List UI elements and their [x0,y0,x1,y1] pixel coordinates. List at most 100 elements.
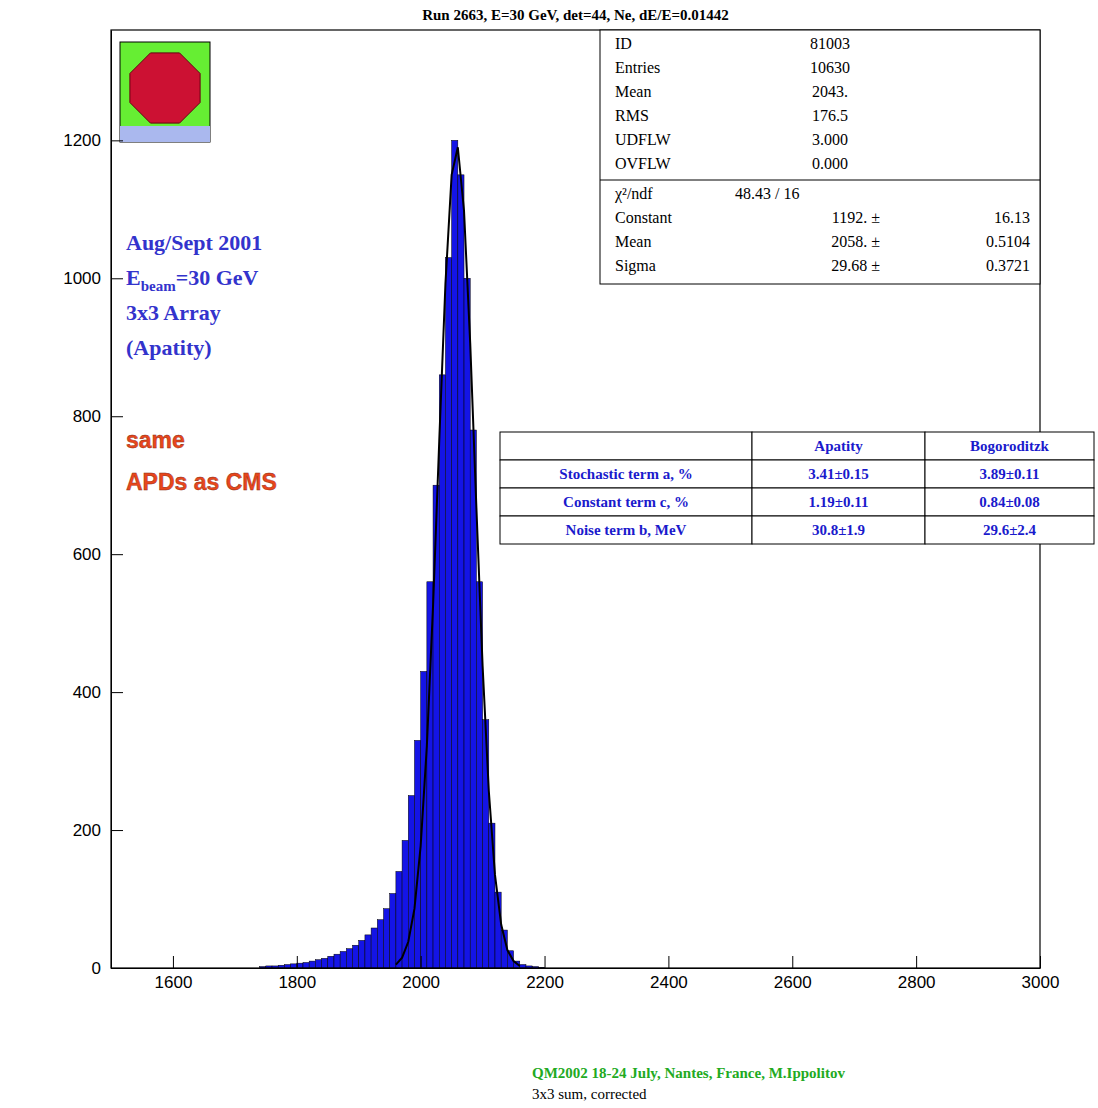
table-row-label: Constant term c, % [563,494,689,510]
table-cell [752,460,925,488]
stats-label: Constant [615,209,672,226]
histogram-bar [445,258,451,968]
y-tick-label: 200 [73,821,101,840]
y-tick-label: 800 [73,407,101,426]
histogram-bar [371,928,377,968]
table-cell [752,516,925,544]
annotation: (Apatity) [126,335,212,360]
x-tick-label: 1600 [155,973,193,992]
y-tick: 600 [73,545,123,564]
x-axis-line [112,968,1041,969]
y-tick-label: 600 [73,545,101,564]
result-table: ApatityBogoroditzkStochastic term a, %3.… [500,432,1094,544]
table-header: Bogoroditzk [970,438,1050,454]
x-tick-mark [173,956,174,968]
y-tick: 400 [73,683,123,702]
histogram-bar [334,954,340,968]
logo [120,42,210,142]
stats-label: RMS [615,107,649,124]
stats-label: Mean [615,83,651,100]
stats-value: 176.5 [812,107,848,124]
histogram-bar [464,278,470,968]
y-tick-mark [111,416,123,417]
annotation-text: Aug/Sept 2001 [126,230,262,255]
histogram-bar [396,871,402,968]
table-value: 0.84±0.08 [979,494,1040,510]
x-tick: 1800 [278,956,316,992]
stats-label: χ²/ndf [614,185,653,203]
table-cell [500,516,752,544]
table-value: 30.8±1.9 [812,522,865,538]
x-tick: 2400 [650,956,688,992]
x-tick: 2000 [402,956,440,992]
table-cell [500,488,752,516]
y-axis-line [111,31,112,969]
histogram-bar [328,956,334,968]
table-cell [925,488,1094,516]
table-cell [752,432,925,460]
x-tick-mark [1040,956,1041,968]
annotation: 3x3 Array [126,300,221,325]
histogram-bar [291,964,297,968]
table-value: 3.41±0.15 [808,466,869,482]
stats-label: Mean [615,233,651,250]
stats-value: 29.68 ± [831,257,880,274]
table-value: 1.19±0.11 [809,494,869,510]
stats-value: 0.000 [812,155,848,172]
table-cell [925,516,1094,544]
histogram-bar [384,909,390,968]
stats-value: 81003 [810,35,850,52]
x-tick: 2600 [774,956,812,992]
x-tick-mark [297,956,298,968]
stats-label: Entries [615,59,660,76]
stats-value: 48.43 / 16 [735,185,799,202]
histogram-bar [390,894,396,968]
stats-value: 2058. ± [831,233,880,250]
x-tick-label: 3000 [1022,973,1060,992]
y-tick-label: 1000 [63,269,101,288]
histogram-bar [353,945,359,968]
table-cell [752,488,925,516]
x-tick-label: 2600 [774,973,812,992]
annotation-sub: beam [141,278,177,294]
histogram-bar [439,375,445,968]
histogram-bar [458,175,464,968]
y-tick-mark [111,830,123,831]
stats-value: 10630 [810,59,850,76]
x-tick-label: 2000 [402,973,440,992]
histogram-bar [315,960,321,968]
table-cell [925,460,1094,488]
table-header: Apatity [814,438,863,454]
highlight: APDs as CMS [126,469,277,495]
stats-separator [600,180,1040,181]
stats-label: OVFLW [615,155,672,172]
background [0,0,1098,1108]
y-tick-label: 400 [73,683,101,702]
annotation-text: E [126,265,141,290]
x-tick-label: 1800 [278,973,316,992]
histogram-bar [470,430,476,968]
stats-label: Sigma [615,257,656,275]
x-tick-mark [421,956,422,968]
fit-curve [396,147,520,966]
stats-label: ID [615,35,632,52]
histogram-bar [377,920,383,968]
logo-band [120,126,210,142]
stats-error: 0.3721 [986,257,1030,274]
x-tick-mark [668,956,669,968]
x-tick-mark [916,956,917,968]
y-tick: 800 [73,407,123,426]
x-tick-label: 2800 [898,973,936,992]
histogram-bar [309,961,315,968]
x-tick: 3000 [1022,956,1060,992]
table-cell [500,432,752,460]
table-value: 3.89±0.11 [980,466,1040,482]
table-value: 29.6±2.4 [983,522,1037,538]
table-cell [925,432,1094,460]
stats-value: 3.000 [812,131,848,148]
stats-error: 0.5104 [986,233,1030,250]
highlight: same [126,427,185,453]
y-tick-mark [111,278,123,279]
annotation: Aug/Sept 2001 [126,230,262,255]
y-tick-label: 0 [92,959,101,978]
